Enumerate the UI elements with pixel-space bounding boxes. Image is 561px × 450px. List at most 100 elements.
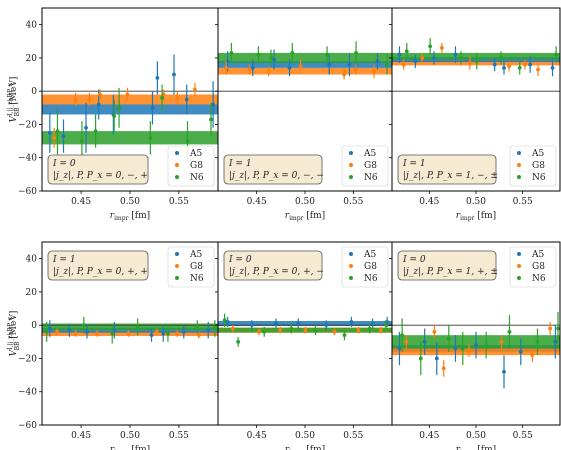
data-point-g8 — [161, 92, 166, 97]
data-point-n6 — [212, 326, 217, 331]
quantum-number-box-bg — [223, 154, 323, 185]
panel-1: 0.45 0.50 0.55 −60 −40 −20 0 20 40 rimpr [fm] A5 G8… — [18, 7, 219, 222]
legend-label-n6: N6 — [364, 173, 378, 183]
panel-2: 0.45 0.50 0.55 rimpr [fm] A5 G8 N6 I = 1 |j_z|, … — [215, 7, 393, 222]
data-point-g8 — [548, 326, 553, 331]
legend-marker-n6 — [175, 175, 179, 179]
x-tick-label: 0.50 — [120, 431, 140, 441]
data-point-n6 — [385, 62, 389, 67]
fit-band-n6 — [42, 323, 218, 331]
legend-marker-n6 — [517, 175, 521, 179]
x-tick-label: 0.55 — [513, 197, 533, 207]
data-point-a5 — [161, 331, 166, 336]
data-point-a5 — [492, 62, 497, 67]
data-point-g8 — [231, 326, 235, 331]
legend: A5 G8 N6 — [167, 246, 215, 288]
data-point-a5 — [67, 328, 72, 333]
x-tick-label: 0.45 — [419, 431, 439, 441]
x-tick-label: 0.55 — [513, 431, 533, 441]
x-axis-label: rimpr [fm] — [285, 445, 325, 450]
data-point-n6 — [229, 51, 234, 55]
quantum-number-box-bg — [223, 250, 323, 281]
y-axis-label: VI,|j_z|,P,P_xBB [MeV] — [7, 77, 21, 123]
data-point-n6 — [112, 114, 117, 119]
data-point-a5 — [206, 328, 211, 333]
data-point-n6 — [460, 346, 465, 351]
legend-marker-g8 — [349, 264, 353, 268]
data-point-a5 — [172, 72, 176, 77]
y-tick-label: −60 — [18, 421, 37, 431]
quantum-number-box-bg — [397, 250, 497, 281]
data-point-n6 — [262, 329, 267, 334]
panel-3: 0.45 0.50 0.55 rimpr [fm] A5 G8 N6 I = 1 |j_z|, … — [389, 7, 561, 222]
y-tick-label: 20 — [26, 54, 38, 64]
x-tick-label: 0.45 — [247, 197, 267, 207]
quantum-number-line: I = 0 — [228, 255, 252, 265]
x-tick-label: 0.50 — [466, 431, 486, 441]
fit-band-g8 — [42, 94, 218, 105]
legend-label-a5: A5 — [363, 250, 376, 260]
data-point-g8 — [401, 62, 406, 67]
data-point-a5 — [47, 130, 52, 135]
legend-marker-n6 — [349, 276, 353, 280]
quantum-number-line: |j_z|, P, P_x = 1, −, ± — [403, 171, 498, 181]
data-point-a5 — [47, 326, 52, 331]
x-axis-label: rimpr [fm] — [456, 445, 496, 450]
data-point-g8 — [193, 87, 197, 92]
data-point-g8 — [432, 329, 437, 334]
legend-label-a5: A5 — [531, 149, 544, 159]
data-point-n6 — [117, 105, 121, 110]
y-axis-label: VI,|j_z|,P,P_xBB [MeV] — [7, 311, 21, 357]
data-point-a5 — [432, 56, 436, 60]
legend: A5 G8 N6 — [341, 246, 389, 288]
data-point-g8 — [298, 64, 303, 69]
x-tick-label: 0.55 — [169, 197, 189, 207]
data-point-g8 — [342, 72, 346, 77]
y-axis-label-text: VI,|j_z|,P,P_xBB [MeV] — [7, 77, 21, 123]
data-point-a5 — [211, 102, 216, 107]
legend-marker-a5 — [349, 151, 353, 155]
legend: A5 G8 N6 — [509, 246, 557, 288]
data-point-n6 — [499, 56, 503, 60]
quantum-number-box: I = 1 |j_z|, P, P_x = 0, +, + — [47, 250, 149, 281]
fit-band-n6 — [218, 52, 392, 63]
quantum-number-line: |j_z|, P, P_x = 0, −, + — [53, 171, 148, 181]
legend-marker-n6 — [517, 276, 521, 280]
data-point-n6 — [135, 324, 140, 329]
data-point-n6 — [160, 95, 164, 100]
data-point-a5 — [347, 62, 352, 67]
data-point-a5 — [553, 339, 558, 344]
legend-label-g8: G8 — [532, 262, 545, 272]
quantum-number-line: I = 1 — [402, 159, 426, 169]
data-point-a5 — [324, 323, 329, 328]
data-point-a5 — [502, 369, 506, 374]
legend: A5 G8 N6 — [509, 145, 557, 187]
y-tick-label: −20 — [18, 354, 37, 364]
x-tick-label: 0.50 — [466, 197, 486, 207]
data-point-a5 — [453, 52, 458, 57]
data-point-a5 — [249, 323, 254, 328]
plot-area — [218, 313, 392, 347]
quantum-number-box: I = 0 |j_z|, P, P_x = 0, +, − — [223, 250, 324, 281]
plot-area — [42, 316, 218, 344]
legend-marker-a5 — [517, 151, 521, 155]
legend-label-a5: A5 — [363, 149, 376, 159]
data-point-g8 — [467, 348, 471, 353]
data-point-n6 — [342, 333, 347, 338]
data-point-g8 — [353, 67, 358, 72]
x-axis-label: rimpr [fm] — [110, 445, 150, 450]
legend-label-n6: N6 — [190, 173, 204, 183]
data-point-g8 — [404, 339, 409, 344]
quantum-number-box-bg — [397, 154, 497, 185]
data-point-g8 — [523, 62, 527, 67]
data-point-a5 — [518, 349, 523, 354]
data-point-g8 — [439, 46, 444, 50]
data-point-g8 — [441, 366, 446, 371]
legend-box — [167, 145, 215, 187]
data-point-g8 — [372, 69, 376, 74]
legend: A5 G8 N6 — [167, 145, 215, 187]
y-tick-label: −20 — [18, 120, 37, 130]
data-point-n6 — [185, 139, 190, 143]
data-point-a5 — [85, 329, 89, 334]
data-point-n6 — [110, 331, 115, 336]
